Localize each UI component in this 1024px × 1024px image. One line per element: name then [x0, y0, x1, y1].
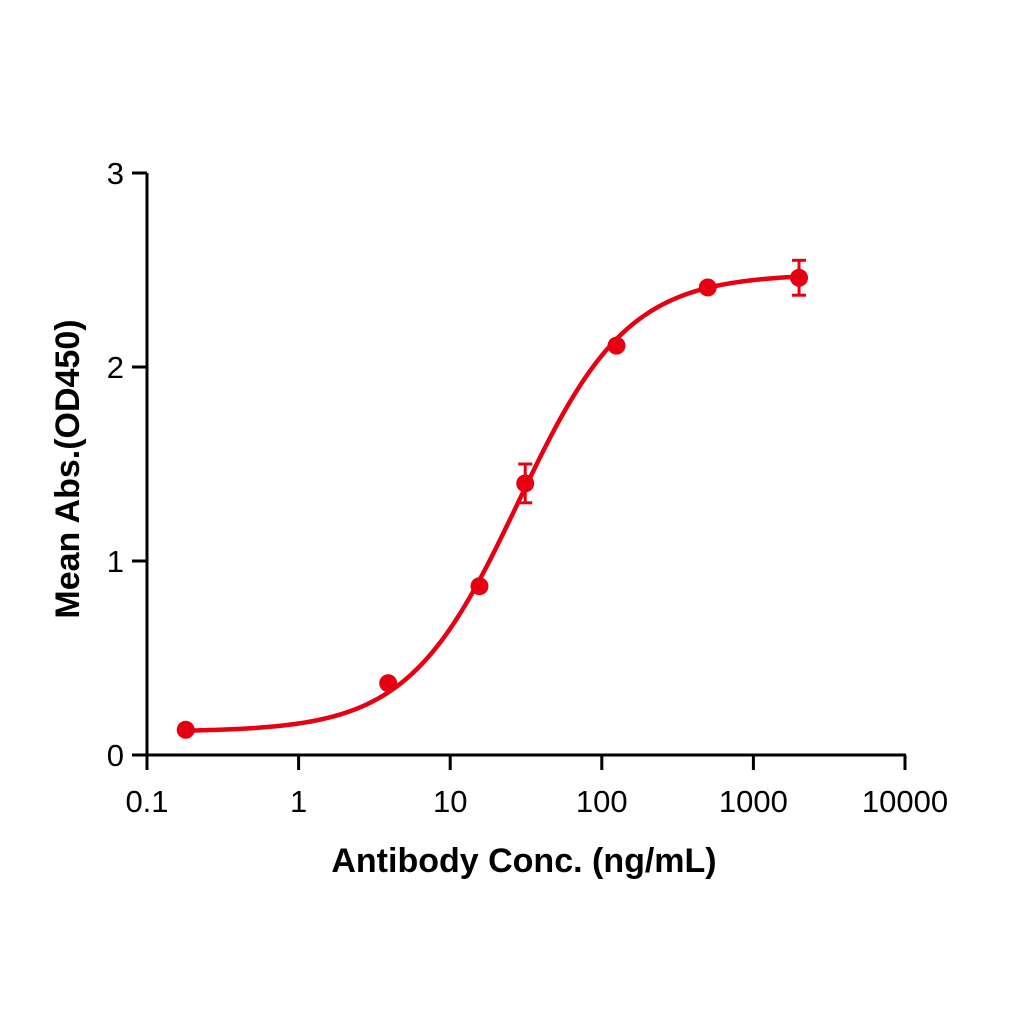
y-axis-title: Mean Abs.(OD450)	[49, 319, 87, 618]
x-tick-label: 1	[290, 784, 307, 819]
y-tick-label: 2	[107, 350, 124, 385]
x-tick-label: 100	[576, 784, 628, 819]
x-axis: 0.1 1 10 100 1000 10000	[125, 753, 948, 819]
y-tick-label: 0	[107, 738, 124, 773]
data-point	[607, 336, 626, 355]
plot-area	[176, 258, 809, 739]
y-axis: 0 1 2 3	[107, 156, 149, 773]
data-points	[176, 258, 809, 739]
data-point	[379, 674, 398, 693]
data-point	[176, 720, 195, 739]
fit-line	[183, 274, 802, 733]
x-tick-label: 10	[433, 784, 467, 819]
fit-curve	[183, 274, 802, 733]
x-tick-label: 0.1	[125, 784, 168, 819]
data-point	[516, 474, 535, 493]
data-point	[698, 278, 717, 297]
data-point	[470, 577, 489, 596]
y-tick-label: 1	[107, 544, 124, 579]
x-tick-label: 1000	[719, 784, 788, 819]
x-axis-title: Antibody Conc. (ng/mL)	[331, 842, 716, 880]
x-tick-label: 10000	[862, 784, 948, 819]
y-tick-label: 3	[107, 156, 124, 191]
y-ticks: 0 1 2 3	[107, 156, 147, 773]
data-point	[790, 268, 809, 287]
x-ticks: 0.1 1 10 100 1000 10000	[125, 755, 948, 819]
